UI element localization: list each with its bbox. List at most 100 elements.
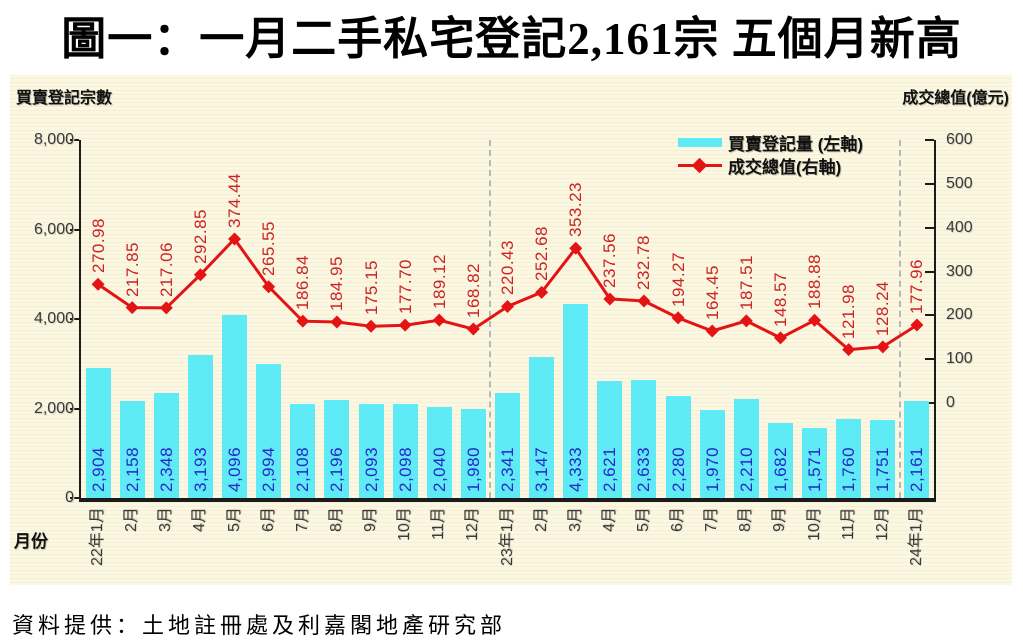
line-value-label: 177.96 bbox=[907, 259, 927, 315]
right-axis-tick bbox=[925, 139, 934, 142]
line-marker bbox=[228, 232, 242, 246]
legend: 買賣登記量 (左軸) 成交總值(右軸) bbox=[678, 131, 863, 177]
x-axis-label: 22年1月 bbox=[89, 507, 107, 566]
x-axis-label: 11月 bbox=[430, 507, 448, 540]
right-axis-tick bbox=[925, 314, 934, 317]
line-series bbox=[91, 232, 924, 357]
left-axis-tick-label: 2,000 bbox=[33, 399, 74, 417]
bar bbox=[597, 380, 623, 498]
line-value-label: 265.55 bbox=[259, 220, 279, 276]
x-axis-label: 2月 bbox=[532, 507, 550, 532]
x-axis-label: 12月 bbox=[873, 507, 891, 541]
line-value-label: 292.85 bbox=[190, 208, 210, 264]
line-value-label: 217.06 bbox=[156, 241, 176, 297]
x-axis-label: 2月 bbox=[123, 507, 141, 532]
bar bbox=[767, 422, 793, 498]
x-axis-label: 23年1月 bbox=[498, 507, 516, 566]
x-axis-label: 8月 bbox=[327, 507, 345, 532]
separator-line bbox=[898, 140, 901, 498]
line-marker bbox=[364, 319, 378, 333]
line-value-label: 188.88 bbox=[805, 254, 825, 310]
x-axis-label: 5月 bbox=[225, 507, 243, 532]
bar bbox=[631, 380, 657, 498]
x-axis-title: 月份 bbox=[14, 532, 48, 551]
x-axis-line bbox=[79, 498, 936, 502]
right-axis-tick bbox=[925, 226, 934, 229]
line-marker bbox=[91, 277, 105, 291]
line-value-label: 237.56 bbox=[600, 232, 620, 288]
line-marker bbox=[569, 241, 583, 255]
line-marker bbox=[262, 280, 276, 294]
bar-series-swatch bbox=[678, 138, 722, 147]
line-value-label: 220.43 bbox=[498, 240, 517, 296]
left-axis-tick bbox=[70, 497, 79, 499]
line-value-label: 175.15 bbox=[361, 260, 381, 316]
x-axis-label: 7月 bbox=[293, 507, 311, 532]
line-marker bbox=[705, 324, 719, 338]
bar bbox=[187, 355, 213, 498]
source-note: 資料提供：土地註冊處及利嘉閣地產研究部 bbox=[12, 613, 507, 638]
right-axis-tick-label: 200 bbox=[946, 306, 973, 324]
left-axis-tick-label: 0 bbox=[65, 489, 74, 506]
right-axis-tick-label: 600 bbox=[946, 131, 973, 149]
line-marker bbox=[603, 292, 617, 306]
left-axis-tick bbox=[70, 139, 79, 141]
line-marker bbox=[193, 268, 207, 282]
right-axis-unit-label: 成交總值(億元) bbox=[902, 90, 1009, 107]
x-axis-label: 7月 bbox=[703, 507, 721, 532]
left-axis-tick bbox=[70, 318, 79, 320]
bar bbox=[733, 399, 759, 498]
line-value-label: 148.57 bbox=[770, 271, 790, 327]
bar bbox=[665, 395, 691, 498]
line-marker bbox=[535, 285, 549, 299]
bar bbox=[256, 364, 282, 498]
line-marker bbox=[296, 314, 310, 328]
legend-item-registrations: 買賣登記量 (左軸) bbox=[678, 131, 863, 154]
line-marker bbox=[876, 340, 890, 354]
bar bbox=[426, 406, 452, 498]
left-axis-tick-label: 6,000 bbox=[33, 220, 74, 238]
bar bbox=[460, 409, 486, 498]
legend-label: 買賣登記量 (左軸) bbox=[728, 135, 864, 154]
x-axis-label: 9月 bbox=[771, 507, 789, 532]
right-axis-tick bbox=[925, 402, 934, 404]
line-value-label: 177.70 bbox=[395, 259, 415, 315]
x-axis-label: 8月 bbox=[737, 507, 755, 532]
x-axis-label: 5月 bbox=[634, 507, 652, 532]
x-axis-label: 6月 bbox=[669, 507, 687, 532]
legend-item-value: 成交總值(右軸) bbox=[678, 154, 863, 177]
left-axis-tick-label: 8,000 bbox=[33, 131, 74, 148]
line-marker bbox=[159, 301, 173, 315]
line-marker bbox=[773, 331, 787, 345]
line-marker bbox=[739, 314, 753, 328]
legend-label: 成交總值(右軸) bbox=[728, 158, 842, 177]
bar bbox=[495, 393, 520, 498]
x-axis-label: 11月 bbox=[839, 507, 857, 540]
line-marker bbox=[637, 294, 651, 308]
bar bbox=[85, 368, 111, 498]
line-series-swatch bbox=[678, 157, 722, 174]
left-axis-tick bbox=[70, 228, 79, 231]
line-value-label: 353.23 bbox=[566, 182, 586, 238]
x-axis-label: 3月 bbox=[157, 507, 175, 532]
bar bbox=[290, 403, 316, 498]
bar bbox=[836, 419, 862, 498]
x-axis-label: 10月 bbox=[805, 507, 823, 541]
line-value-label: 121.98 bbox=[839, 283, 859, 339]
right-axis-tick-label: 0 bbox=[946, 394, 955, 411]
right-axis-tick-label: 400 bbox=[946, 218, 973, 236]
x-axis-label: 12月 bbox=[464, 507, 482, 541]
left-axis-tick bbox=[70, 407, 79, 410]
bar bbox=[153, 392, 179, 498]
line-value-label: 186.84 bbox=[293, 255, 313, 311]
bar bbox=[529, 357, 555, 498]
x-axis-label: 6月 bbox=[259, 507, 277, 532]
x-axis-label: 9月 bbox=[362, 507, 380, 532]
line-marker bbox=[842, 343, 856, 357]
line-value-label: 232.78 bbox=[634, 235, 654, 291]
line-value-label: 194.27 bbox=[668, 251, 688, 307]
bar bbox=[904, 401, 930, 498]
right-axis-tick bbox=[925, 183, 934, 185]
line-marker bbox=[466, 322, 480, 336]
chart-title: 圖一：一月二手私宅登記2,161宗 五個月新高 bbox=[61, 14, 962, 64]
